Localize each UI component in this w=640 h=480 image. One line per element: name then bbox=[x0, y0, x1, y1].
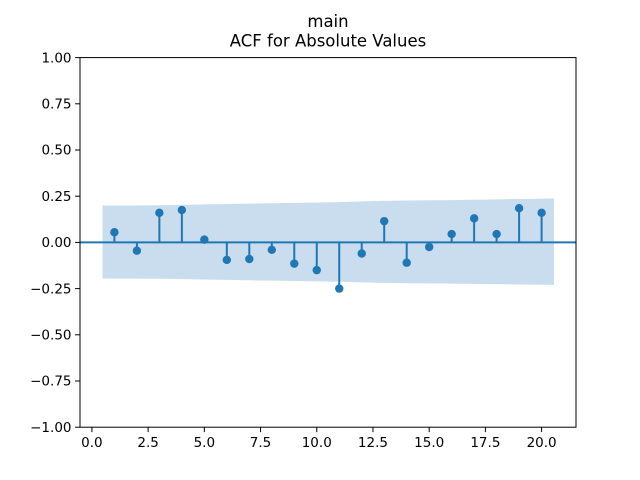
y-tick-label: 0.75 bbox=[41, 97, 71, 113]
y-tick-label: 0.00 bbox=[41, 235, 71, 251]
x-tick-label: 15.0 bbox=[414, 435, 444, 451]
marker-lag-16 bbox=[447, 229, 456, 239]
marker-lag-6 bbox=[222, 255, 232, 265]
marker-lag-2 bbox=[132, 246, 142, 255]
x-tick-label: 12.5 bbox=[358, 435, 388, 451]
marker-lag-9 bbox=[290, 259, 299, 268]
marker-lag-1 bbox=[110, 228, 119, 237]
marker-layer bbox=[110, 204, 546, 293]
y-tick-label: −1.00 bbox=[30, 420, 71, 436]
tick-layer: 1.00 0.75 0.50 0.25 0.00 −0.25 −0.50 −0.75 −1.00… bbox=[30, 50, 557, 451]
y-tick-label: 1.00 bbox=[41, 50, 71, 66]
marker-lag-15 bbox=[424, 242, 434, 252]
chart-title-line2: ACF for Absolute Values bbox=[230, 32, 426, 51]
marker-lag-8 bbox=[267, 245, 276, 254]
marker-lag-14 bbox=[402, 258, 411, 267]
y-tick-label: −0.50 bbox=[30, 328, 71, 344]
marker-lag-17 bbox=[469, 214, 479, 223]
marker-lag-13 bbox=[380, 216, 389, 226]
chart-title-line1: main bbox=[307, 12, 348, 31]
marker-lag-18 bbox=[492, 229, 501, 239]
marker-lag-5 bbox=[200, 235, 209, 244]
x-tick-label: 2.5 bbox=[137, 435, 158, 451]
x-tick-label: 7.5 bbox=[250, 435, 271, 451]
marker-lag-12 bbox=[357, 249, 366, 258]
y-tick-label: 0.50 bbox=[41, 143, 71, 159]
x-tick-label: 5.0 bbox=[194, 435, 215, 451]
x-tick-label: 0.0 bbox=[81, 435, 102, 451]
marker-lag-19 bbox=[514, 204, 524, 213]
marker-lag-11 bbox=[335, 284, 344, 293]
x-tick-label: 10.0 bbox=[302, 435, 332, 451]
x-tick-label: 20.0 bbox=[527, 435, 557, 451]
x-tick-label: 17.5 bbox=[470, 435, 500, 451]
y-tick-label: −0.75 bbox=[30, 374, 71, 390]
y-tick-label: −0.25 bbox=[30, 281, 71, 297]
marker-lag-7 bbox=[245, 254, 254, 264]
marker-lag-20 bbox=[537, 208, 546, 218]
y-tick-label: 0.25 bbox=[41, 189, 71, 205]
marker-lag-10 bbox=[312, 265, 321, 275]
marker-lag-4 bbox=[177, 205, 187, 215]
marker-lag-3 bbox=[155, 208, 164, 218]
